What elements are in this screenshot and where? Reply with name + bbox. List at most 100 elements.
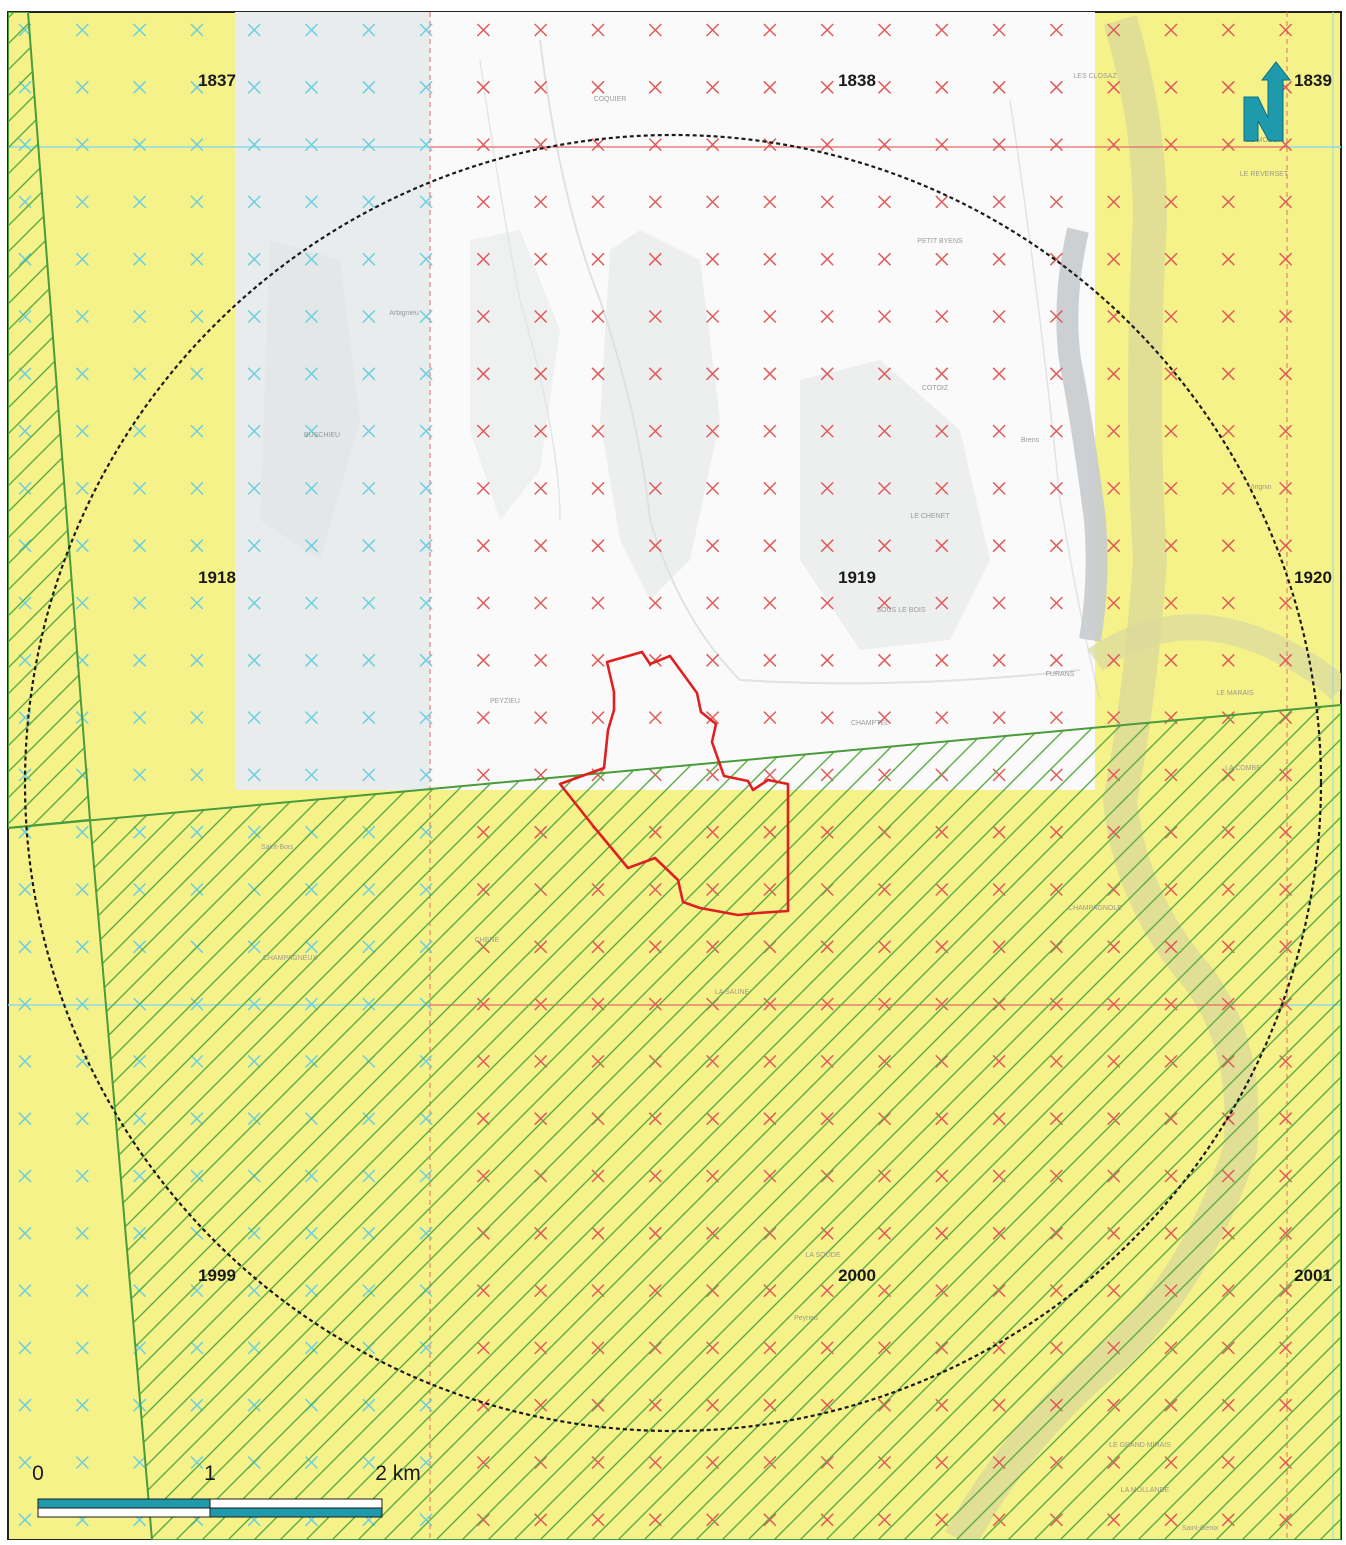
- cross-marker: [1279, 424, 1293, 438]
- cross-marker: [190, 138, 204, 152]
- place-labels: COQUIER LES CLOSAZ LE MOULIN LE REVERSET PET…: [261, 73, 1289, 1532]
- cross-marker: [1221, 539, 1235, 553]
- cross-marker: [247, 424, 261, 438]
- cross-marker: [476, 138, 490, 152]
- scale-segment-1: [37, 1498, 211, 1509]
- cross-marker: [133, 596, 147, 610]
- place-label: CHAMPAGNEUX: [263, 955, 318, 962]
- place-label: Virignin: [1248, 484, 1271, 491]
- cross-marker: [1107, 80, 1121, 94]
- cross-marker: [763, 195, 777, 209]
- cross-marker: [591, 481, 605, 495]
- cross-marker: [648, 596, 662, 610]
- cross-marker: [534, 653, 548, 667]
- cross-marker: [190, 768, 204, 782]
- cross-marker: [534, 80, 548, 94]
- place-label: Saint-Bois: [261, 844, 293, 851]
- cross-marker: [18, 1169, 32, 1183]
- cross-marker: [591, 653, 605, 667]
- cross-marker: [1164, 424, 1178, 438]
- cross-marker: [476, 309, 490, 324]
- cross-marker: [75, 309, 89, 324]
- place-label: LE REVERSET: [1240, 171, 1289, 178]
- cross-marker: [190, 80, 204, 94]
- cross-marker: [476, 539, 490, 553]
- cross-marker: [190, 252, 204, 266]
- cross-marker: [476, 80, 490, 94]
- hatched-zone-south: [8, 703, 1341, 1540]
- cross-marker: [763, 367, 777, 381]
- cross-marker: [18, 1112, 32, 1126]
- tile-label-1837: 1837: [198, 71, 236, 90]
- cross-marker: [362, 195, 376, 209]
- cross-marker: [877, 424, 892, 438]
- cross-marker: [1049, 195, 1063, 209]
- tile-label-2001: 2001: [1294, 1266, 1332, 1285]
- tile-label-1999: 1999: [198, 1266, 236, 1285]
- cross-marker: [763, 252, 777, 266]
- cross-marker: [591, 195, 605, 209]
- site-outline[interactable]: [558, 650, 790, 917]
- cross-marker: [1107, 481, 1121, 495]
- cross-marker: [763, 596, 777, 610]
- cross-marker: [877, 252, 892, 266]
- cross-marker: [1107, 367, 1121, 381]
- cross-marker: [18, 825, 32, 839]
- cross-marker: [247, 367, 261, 381]
- cross-marker: [1049, 481, 1063, 495]
- cross-marker: [18, 1398, 32, 1412]
- cross-marker: [706, 481, 720, 495]
- cross-marker: [476, 23, 490, 37]
- cross-marker: [247, 481, 261, 495]
- cross-marker: [1164, 195, 1178, 209]
- cross-marker: [247, 768, 261, 782]
- cross-marker: [1107, 195, 1121, 209]
- cross-marker: [706, 23, 720, 37]
- cross-marker: [877, 80, 892, 94]
- tile-label-1918: 1918: [198, 568, 236, 587]
- cross-marker: [133, 195, 147, 209]
- cross-marker: [1049, 80, 1063, 94]
- cross-marker: [992, 138, 1006, 152]
- cross-marker: [75, 23, 89, 37]
- cross-marker: [419, 367, 433, 381]
- cross-marker: [133, 711, 147, 725]
- cross-marker: [935, 596, 949, 610]
- cross-marker: [992, 309, 1006, 324]
- cross-marker: [1164, 596, 1178, 610]
- cross-marker: [1221, 596, 1235, 610]
- cross-marker: [75, 825, 89, 839]
- scale-segment-2: [209, 1498, 383, 1509]
- cross-marker: [763, 539, 777, 553]
- cross-marker: [419, 768, 433, 782]
- cross-marker: [304, 711, 319, 725]
- place-label: Brens: [1021, 437, 1040, 444]
- scale-label-2: 2 km: [375, 1462, 421, 1485]
- tile-label-1919: 1919: [838, 568, 876, 587]
- cross-marker: [1279, 195, 1293, 209]
- cross-marker: [476, 596, 490, 610]
- cross-marker: [534, 711, 548, 725]
- place-label: LE CHENET: [910, 513, 950, 520]
- cross-marker: [133, 768, 147, 782]
- cross-marker: [75, 940, 89, 954]
- cross-marker: [820, 138, 834, 152]
- cross-marker: [1164, 252, 1178, 266]
- cross-marker: [1221, 367, 1235, 381]
- north-arrow: N: [1243, 61, 1292, 142]
- cross-marker: [75, 1112, 89, 1126]
- place-label: SOUS LE BOIS: [876, 607, 925, 614]
- cross-marker: [706, 138, 720, 152]
- cross-marker: [419, 481, 433, 495]
- cross-marker: [1221, 252, 1235, 266]
- cross-marker: [419, 309, 433, 324]
- cross-marker: [247, 539, 261, 553]
- cross-marker: [992, 252, 1006, 266]
- cross-marker: [820, 711, 834, 725]
- cross-marker: [992, 195, 1006, 209]
- cross-marker: [190, 539, 204, 553]
- cross-marker: [133, 23, 147, 37]
- cross-marker: [190, 23, 204, 37]
- cross-marker: [75, 596, 89, 610]
